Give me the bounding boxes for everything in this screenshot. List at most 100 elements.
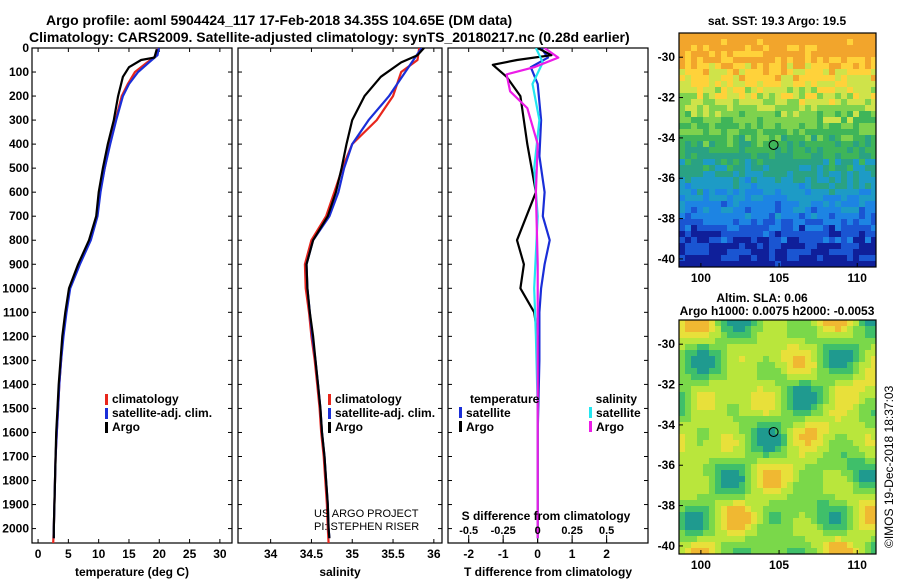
map-cell [811, 518, 818, 525]
map-cell [799, 428, 806, 435]
map-cell [835, 33, 842, 40]
map-cell [817, 506, 824, 513]
map-cell [745, 548, 752, 554]
map-cell [859, 165, 866, 172]
map-cell [835, 500, 842, 507]
map-cell [691, 386, 698, 393]
map-cell [865, 129, 872, 136]
map-cell [781, 326, 788, 333]
map-cell [805, 165, 812, 172]
map-cell [775, 482, 782, 489]
map-cell [679, 75, 686, 82]
map-cell [715, 135, 722, 142]
map-cell [715, 464, 722, 471]
map-cell [835, 69, 842, 76]
map-cell [817, 368, 824, 375]
map-cell [745, 195, 752, 202]
map-cell [715, 476, 722, 483]
map-cell [871, 213, 876, 220]
map-cell [739, 207, 746, 214]
map-cell [739, 536, 746, 543]
map-cell [859, 135, 866, 142]
map-cell [697, 524, 704, 531]
map-cell [763, 63, 770, 70]
map-cell [697, 33, 704, 40]
map-cell [703, 344, 710, 351]
map-cell [793, 201, 800, 208]
map-cell [871, 386, 876, 393]
map-cell [829, 183, 836, 190]
map-cell [679, 69, 686, 76]
map-cell [823, 135, 830, 142]
legend-label: climatology [112, 392, 179, 406]
map-cell [799, 231, 806, 238]
map-cell [829, 39, 836, 46]
map-cell [871, 249, 876, 256]
map-cell [859, 530, 866, 537]
map-cell [721, 183, 728, 190]
map-cell [709, 404, 716, 411]
map-cell [715, 488, 722, 495]
map-cell [853, 482, 860, 489]
map-cell [793, 195, 800, 202]
map-cell [685, 380, 692, 387]
map-cell [847, 488, 854, 495]
map-cell [757, 135, 764, 142]
map-cell [805, 500, 812, 507]
map-cell [691, 338, 698, 345]
panel-frame-2 [237, 47, 443, 544]
map-cell [709, 356, 716, 363]
map-cell [679, 458, 686, 465]
map-cell [691, 225, 698, 232]
map-cell [757, 225, 764, 232]
map-cell [829, 512, 836, 519]
map-cell [823, 93, 830, 100]
map-cell [775, 87, 782, 94]
map-cell [691, 99, 698, 106]
map-cell [697, 440, 704, 447]
map-cell [811, 129, 818, 136]
map-cell [715, 99, 722, 106]
map-cell [799, 249, 806, 256]
map-cell [847, 195, 854, 202]
map-cell [835, 243, 842, 250]
map-cell [733, 380, 740, 387]
map-cell [715, 416, 722, 423]
map-cell [787, 392, 794, 399]
map-cell [763, 410, 770, 417]
map-cell [835, 392, 842, 399]
map-cell [703, 332, 710, 339]
map-cell [745, 177, 752, 184]
map-cell [853, 488, 860, 495]
map-cell [691, 87, 698, 94]
map-cell [691, 33, 698, 40]
map-cell [697, 434, 704, 441]
map-cell [739, 237, 746, 244]
map-cell [829, 422, 836, 429]
map-cell [727, 201, 734, 208]
map-x-tick-label: 100 [691, 271, 711, 285]
map-cell [829, 458, 836, 465]
map-cell [697, 404, 704, 411]
map-cell [871, 51, 876, 58]
map-cell [793, 440, 800, 447]
map-cell [859, 183, 866, 190]
map-cell [685, 69, 692, 76]
map-cell [751, 428, 758, 435]
map-cell [805, 542, 812, 549]
map-cell [763, 207, 770, 214]
map-cell [781, 75, 788, 82]
map-cell [679, 39, 686, 46]
map-cell [697, 512, 704, 519]
map-cell [703, 75, 710, 82]
map-cell [775, 63, 782, 70]
map-cell [823, 195, 830, 202]
map-cell [685, 344, 692, 351]
x-tick-label: 25 [183, 547, 197, 561]
map-y-tick-label: -30 [658, 50, 676, 64]
map-cell [823, 410, 830, 417]
map-cell [811, 219, 818, 226]
map-cell [865, 177, 872, 184]
map-cell [745, 87, 752, 94]
